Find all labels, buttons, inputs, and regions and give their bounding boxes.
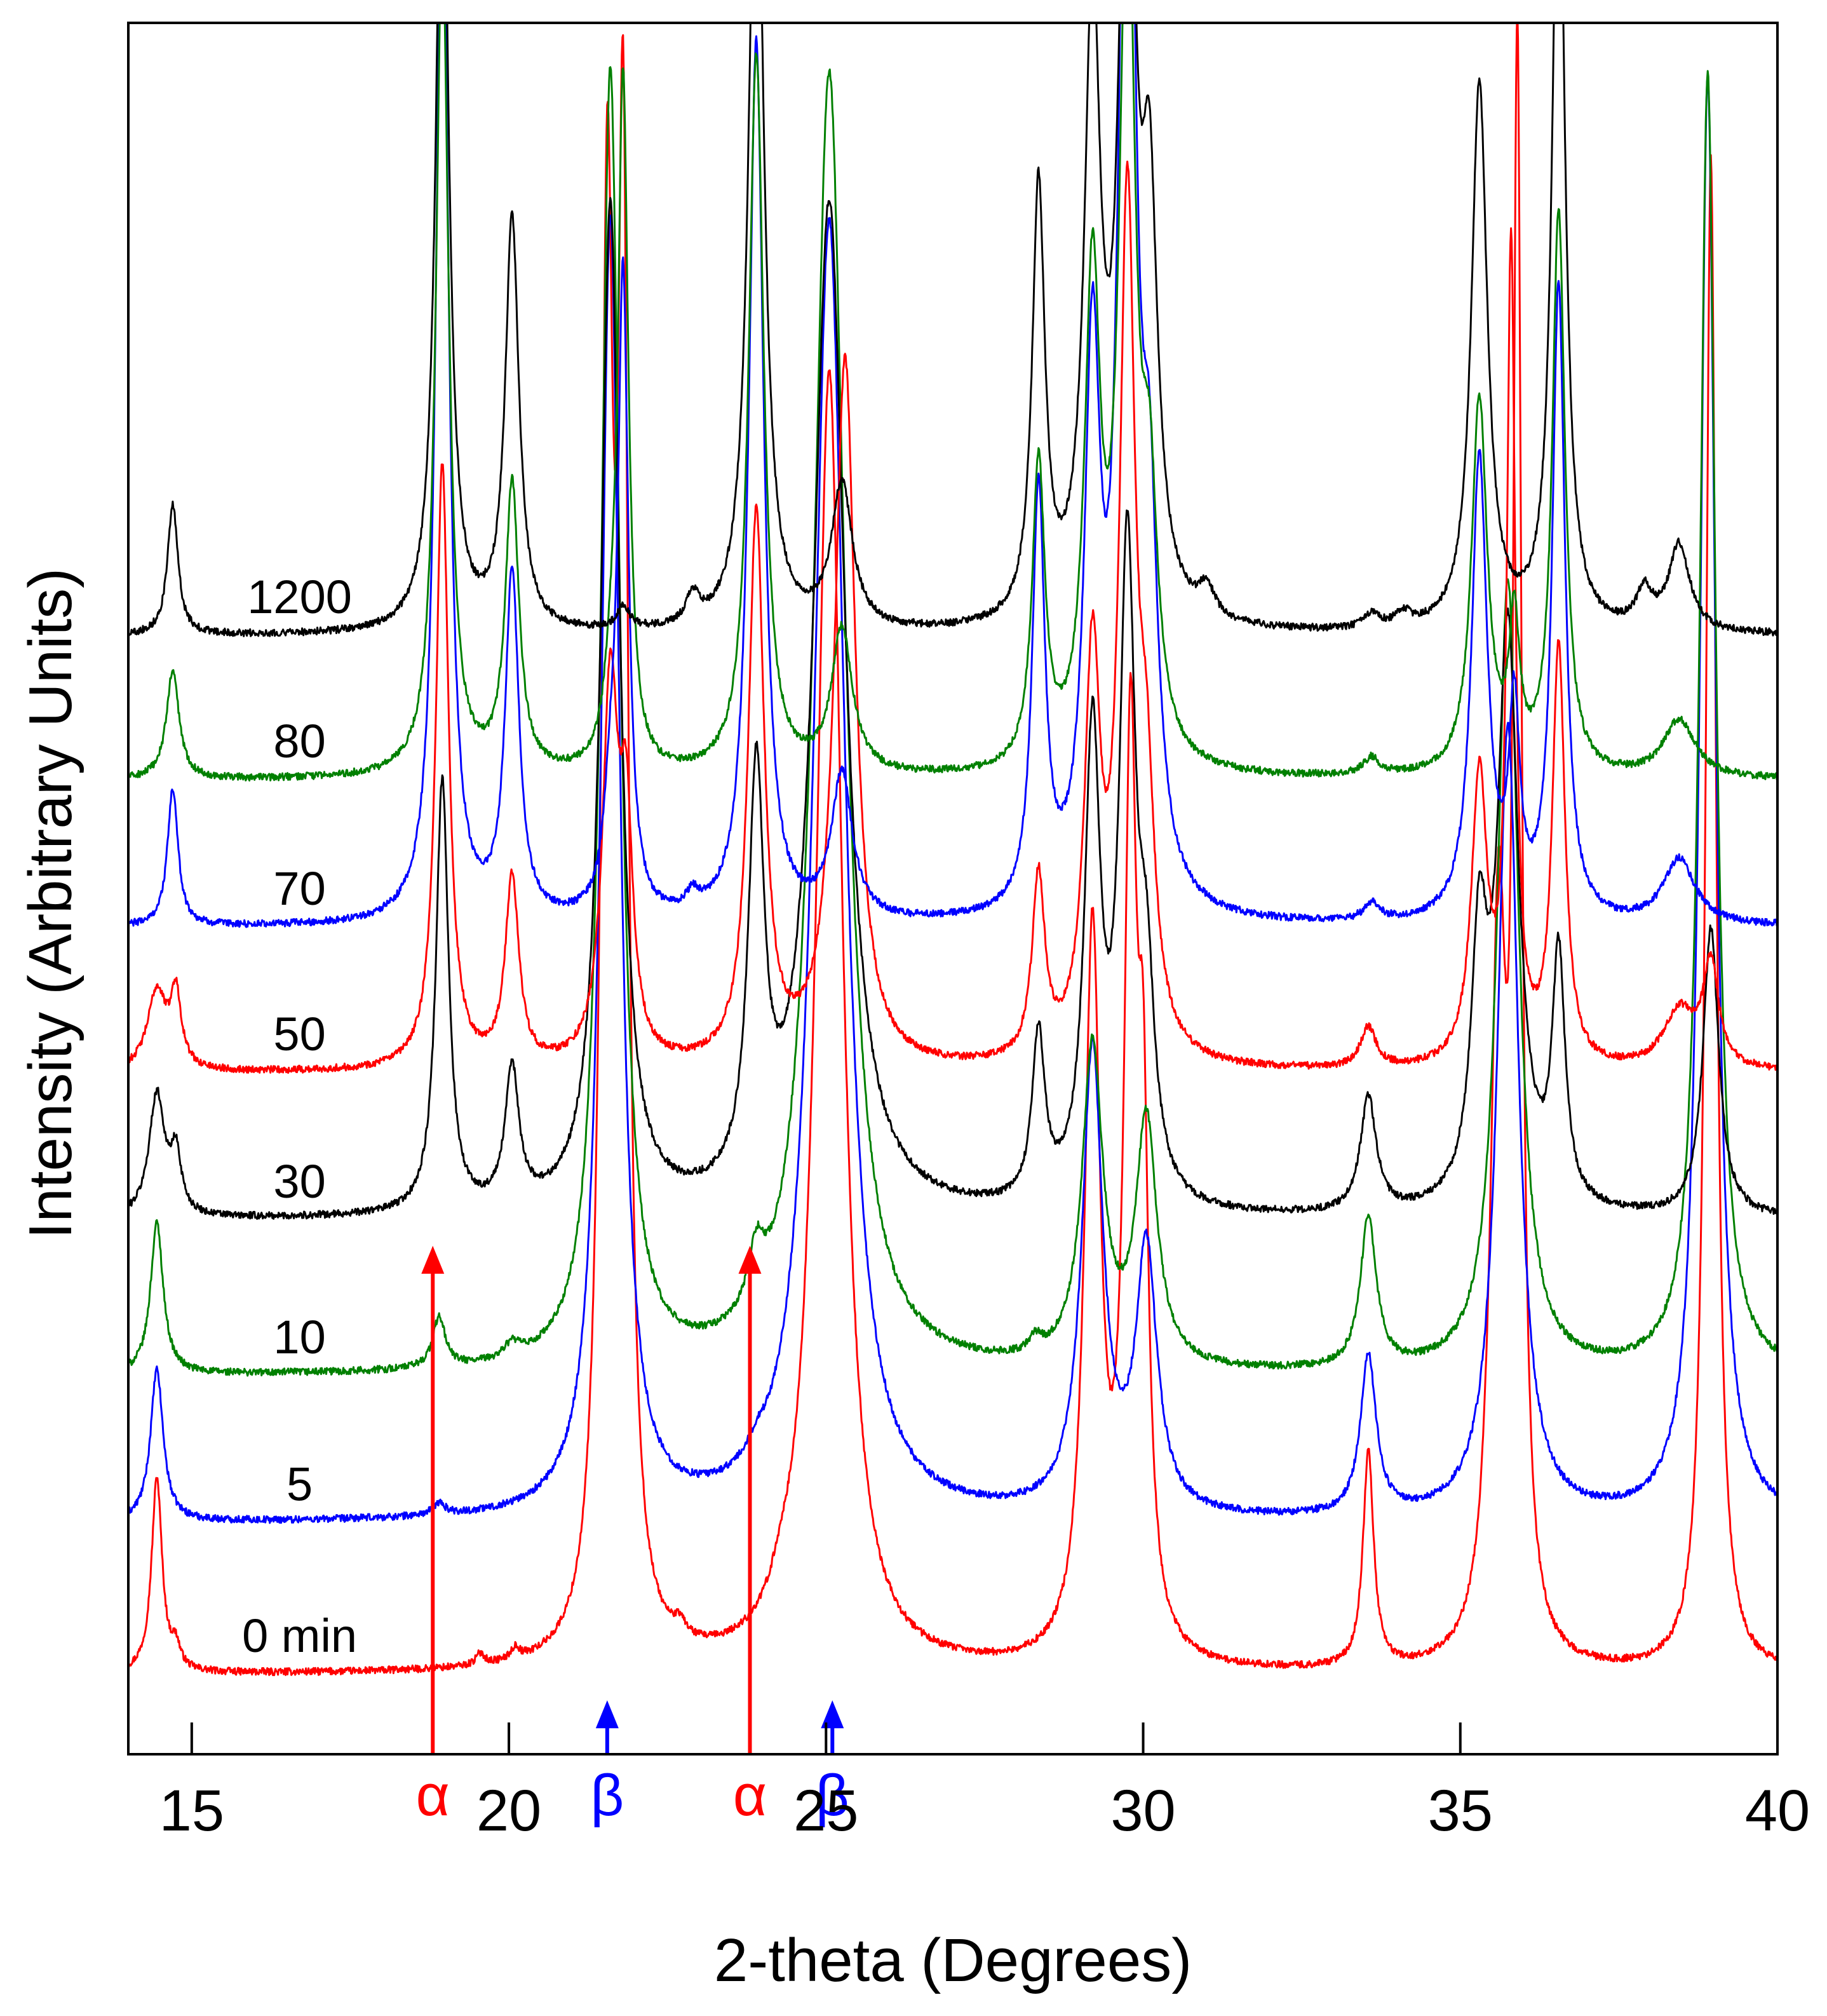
x-axis-ticks: 15 20 25 30 35 40 — [159, 1722, 1810, 1843]
x-axis-title: 2-theta (Degrees) — [714, 1926, 1192, 1994]
series-line-70 — [128, 23, 1777, 928]
series-line-1200 — [128, 23, 1777, 637]
x-tick-label: 30 — [1110, 1778, 1175, 1843]
marker-arrow-head — [421, 1245, 445, 1274]
beta-marker-label: β — [816, 1763, 849, 1828]
marker-arrow-head — [738, 1245, 762, 1274]
marker-arrow-head — [821, 1700, 844, 1729]
series-label-layer: 0 min 5 10 30 50 70 80 1200 — [242, 571, 357, 1662]
series-label: 30 — [273, 1155, 325, 1208]
series-line-5 — [128, 75, 1777, 1524]
series-label: 10 — [273, 1311, 325, 1363]
marker-arrow-head — [595, 1700, 619, 1729]
x-tick-label: 40 — [1745, 1778, 1810, 1843]
series-label: 1200 — [247, 571, 352, 623]
series-line-50 — [128, 160, 1777, 1074]
alpha-marker-label: α — [416, 1763, 450, 1828]
series-label: 80 — [273, 715, 325, 768]
series-line-0-min — [128, 23, 1777, 1677]
series-label: 5 — [287, 1458, 313, 1511]
series-label: 0 min — [242, 1609, 357, 1662]
y-axis-title: Intensity (Arbitrary Units) — [17, 568, 84, 1239]
x-tick-label: 15 — [159, 1778, 224, 1843]
x-tick-label: 20 — [476, 1778, 541, 1843]
alpha-marker-label: α — [733, 1763, 767, 1828]
series-line-80 — [128, 23, 1777, 781]
series-label: 70 — [273, 862, 325, 915]
x-tick-label: 25 — [793, 1778, 858, 1843]
x-tick-label: 35 — [1428, 1778, 1493, 1843]
series-layer — [128, 23, 1777, 1677]
plot-frame — [127, 22, 1779, 1756]
series-label: 50 — [273, 1008, 325, 1060]
series-line-30 — [128, 197, 1777, 1220]
beta-marker-label: β — [590, 1763, 624, 1828]
